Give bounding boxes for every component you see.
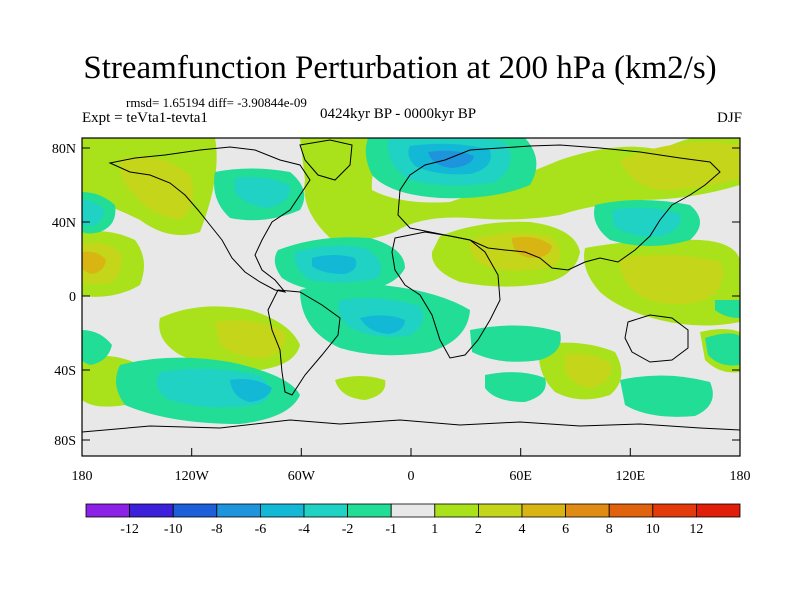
stats-label: rmsd= 1.65194 diff= -3.90844e-09 (126, 95, 307, 110)
neg-region-east-edge-south (705, 333, 740, 366)
colorbar-label: -10 (164, 522, 183, 537)
colorbar-label: 1 (431, 522, 438, 537)
coastline-north-america (108, 146, 311, 293)
neg-core-canada (235, 177, 291, 208)
map-fields (82, 138, 740, 456)
colorbar-swatch (390, 503, 436, 518)
coastline-south-america (267, 289, 341, 396)
colorbar-label: -1 (385, 522, 397, 537)
pos-region-s-atlantic (335, 376, 386, 400)
lon-tick-label: 60E (509, 469, 532, 484)
colorbar-swatch (521, 503, 566, 518)
longitude-axis: 180 120W 60W 0 60E 120E 180 (72, 448, 751, 484)
neg-region-se-indian (485, 372, 546, 402)
neg-inner-s-atlantic-tropics (360, 315, 405, 334)
map-title: Streamfunction Perturbation at 200 hPa (… (83, 50, 717, 86)
lon-tick-label: 60W (288, 469, 316, 484)
lat-tick-label: 40N (52, 216, 76, 231)
colorbar-label: 12 (689, 522, 703, 537)
colorbar-label: -12 (120, 522, 139, 537)
colorbar-label: 8 (606, 522, 613, 537)
lat-tick-label: 0 (69, 290, 76, 305)
neg-inner-south-pacific (230, 379, 272, 402)
season-label: DJF (716, 110, 742, 126)
colorbar-swatch (85, 503, 130, 518)
coastline-antarctica (82, 419, 740, 433)
coastlines (82, 139, 740, 433)
neg-inner-n-america-south (312, 255, 357, 274)
colorbar-swatch (608, 503, 654, 518)
colorbar-swatch (172, 503, 218, 518)
lon-tick-label: 120E (616, 469, 646, 484)
colorbar-swatch (652, 503, 697, 518)
colorbar-swatch (477, 503, 523, 518)
colorbar-label: -6 (255, 522, 267, 537)
colorbar-label: 4 (519, 522, 526, 537)
neg-region-australia-south (620, 375, 713, 417)
colorbar: -12 -10 -8 -6 -4 -2 -1 1 2 4 6 8 10 12 (85, 503, 741, 537)
pos-core-s-indian (565, 353, 612, 388)
colorbar-swatch (303, 503, 348, 518)
neg-core-n-pacific-west (82, 200, 104, 226)
lon-tick-label: 180 (72, 469, 93, 484)
neg-region-west-edge-south (82, 330, 112, 365)
pos-max-mideast (512, 237, 552, 258)
colorbar-swatch (259, 503, 305, 518)
lat-tick-label: 80N (52, 142, 76, 157)
lat-tick-label: 40S (54, 364, 76, 379)
negative-anomaly-regions (82, 138, 740, 424)
coastline-australia (624, 314, 689, 363)
neg-max-scandinavia (428, 150, 474, 168)
colorbar-swatch (565, 503, 610, 518)
coastline-africa (391, 231, 501, 359)
pos-max-e-pacific (82, 251, 106, 274)
colorbar-swatch (347, 503, 392, 518)
pos-core-s-america (215, 320, 286, 358)
lat-tick-label: 80S (54, 434, 76, 449)
pos-region-ne-pacific (620, 142, 740, 190)
pos-core-w-pacific (619, 254, 723, 305)
colorbar-label: -2 (342, 522, 354, 537)
coastline-europe-asia (397, 144, 721, 271)
neg-region-southern-ocean-east (470, 325, 561, 362)
neg-region-dateline-south (715, 300, 740, 318)
colorbar-swatch (434, 503, 479, 518)
experiment-label: Expt = teVta1-tevta1 (82, 110, 208, 126)
colorbar-label: 6 (562, 522, 569, 537)
coastline-greenland (299, 139, 353, 181)
colorbar-label: -8 (211, 522, 223, 537)
lon-tick-label: 180 (730, 469, 751, 484)
colorbar-swatch (696, 503, 741, 518)
lon-tick-label: 120W (175, 469, 210, 484)
lon-tick-label: 0 (408, 469, 415, 484)
neg-core-pacific-east (612, 207, 681, 237)
colorbar-label: 2 (475, 522, 482, 537)
colorbar-swatch (216, 503, 261, 518)
latitude-axis: 80N 40N 0 40S 80S (52, 142, 740, 449)
period-label: 0424kyr BP - 0000kyr BP (320, 106, 477, 122)
colorbar-label: 10 (646, 522, 660, 537)
colorbar-swatch (129, 503, 174, 518)
colorbar-label: -4 (298, 522, 310, 537)
